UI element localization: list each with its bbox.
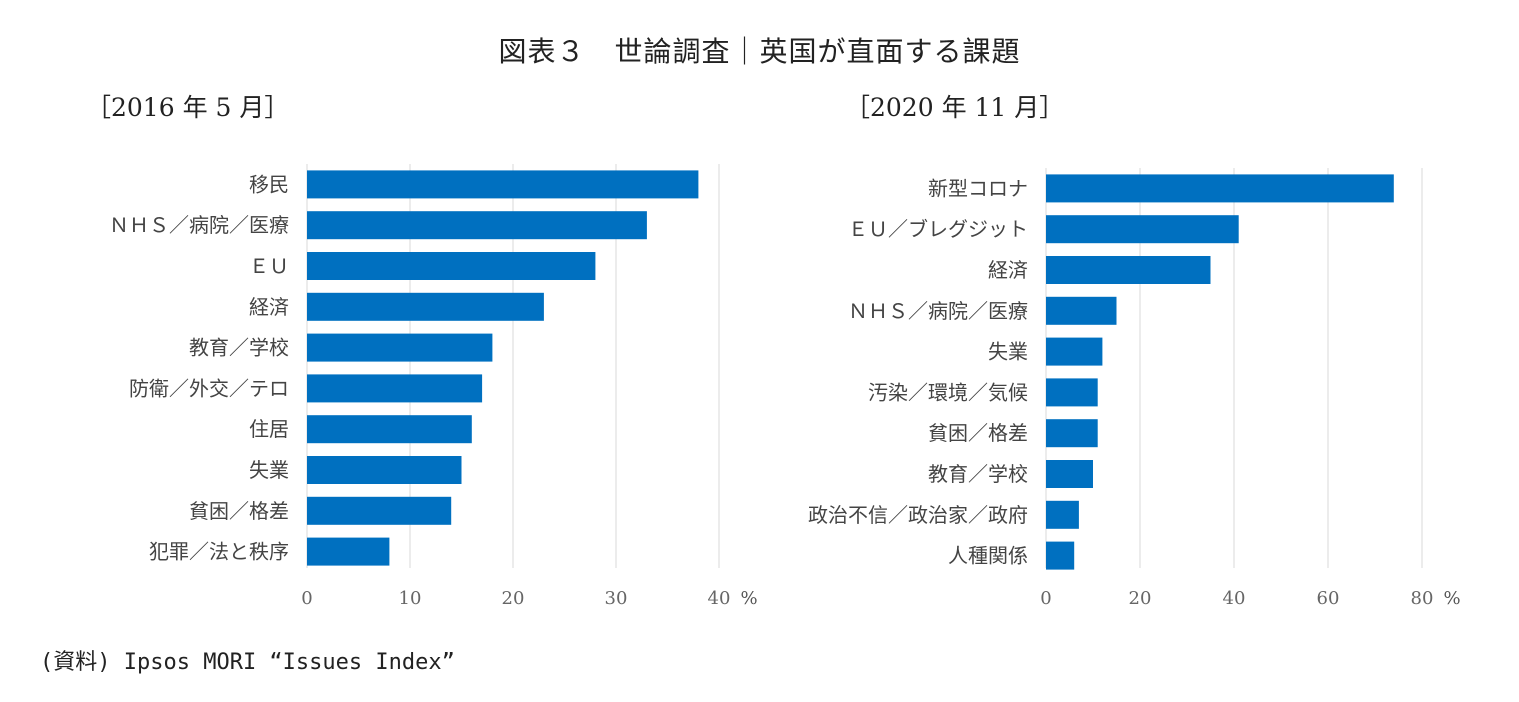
category-label: 失業	[249, 458, 289, 482]
bar	[307, 211, 647, 240]
x-tick-label: 80	[1411, 588, 1434, 609]
x-tick-label: 0	[1040, 588, 1051, 609]
x-tick-label: 20	[1129, 588, 1152, 609]
category-label: 教育／学校	[928, 462, 1028, 486]
bar	[1046, 256, 1211, 284]
x-tick-label: 60	[1317, 588, 1340, 609]
category-label: 犯罪／法と秩序	[149, 540, 289, 564]
x-tick-label: 20	[502, 588, 525, 609]
bar	[1046, 500, 1079, 529]
bar	[307, 252, 596, 280]
bar	[1046, 174, 1394, 203]
bar	[1046, 460, 1093, 488]
x-tick-label: 10	[399, 588, 422, 609]
bar	[307, 415, 472, 444]
x-tick-label: 30	[605, 588, 628, 609]
x-tick-label: 0	[301, 588, 312, 609]
bar	[1046, 419, 1098, 448]
category-label: 経済	[249, 295, 289, 319]
category-label: 新型コロナ	[928, 176, 1028, 200]
bar	[307, 496, 452, 525]
category-label: 失業	[988, 340, 1028, 364]
left-bar-chart: 移民 ＮＨＳ／病院／医療 ＥＵ 経済教育／学校防衛／外交／テロ住居失業貧困／格差犯罪／…	[109, 164, 758, 609]
bar	[1046, 378, 1098, 407]
category-label: 防衛／外交／テロ	[129, 376, 289, 400]
left-chart-subtitle: ［2016 年 5 月］	[86, 93, 290, 122]
unit-label: %	[1443, 588, 1460, 609]
unit-label: %	[740, 588, 757, 609]
x-tick-label: 40	[1223, 588, 1246, 609]
category-label: ＮＨＳ／病院／医療	[109, 213, 289, 237]
bar	[307, 374, 483, 403]
category-label: ＥＵ／ブレグジット	[848, 217, 1028, 241]
category-label: 汚染／環境／気候	[868, 380, 1028, 404]
bar	[307, 333, 493, 362]
category-label: 貧困／格差	[189, 499, 289, 523]
bar	[307, 292, 544, 321]
x-tick-label: 40	[708, 588, 731, 609]
bar	[307, 170, 699, 199]
bar	[307, 537, 390, 566]
category-label: 経済	[988, 258, 1028, 282]
category-label: 移民	[249, 172, 289, 196]
bar	[1046, 541, 1075, 570]
bar	[1046, 296, 1117, 325]
bar	[1046, 215, 1239, 244]
category-label: 人種関係	[948, 544, 1028, 568]
category-label: 住居	[249, 417, 289, 441]
bar	[1046, 337, 1103, 366]
chart-title: 図表３ 世論調査｜英国が直面する課題	[498, 35, 1021, 68]
category-label: ＮＨＳ／病院／医療	[848, 299, 1028, 323]
category-label: ＥＵ	[249, 254, 289, 278]
category-label: 貧困／格差	[928, 421, 1028, 445]
category-label: 政治不信／政治家／政府	[808, 503, 1028, 527]
right-chart-subtitle: ［2020 年 11 月］	[845, 93, 1065, 122]
bar	[307, 456, 462, 484]
category-label: 教育／学校	[189, 336, 289, 360]
source-note: (資料) Ipsos MORI “Issues Index”	[40, 650, 455, 675]
